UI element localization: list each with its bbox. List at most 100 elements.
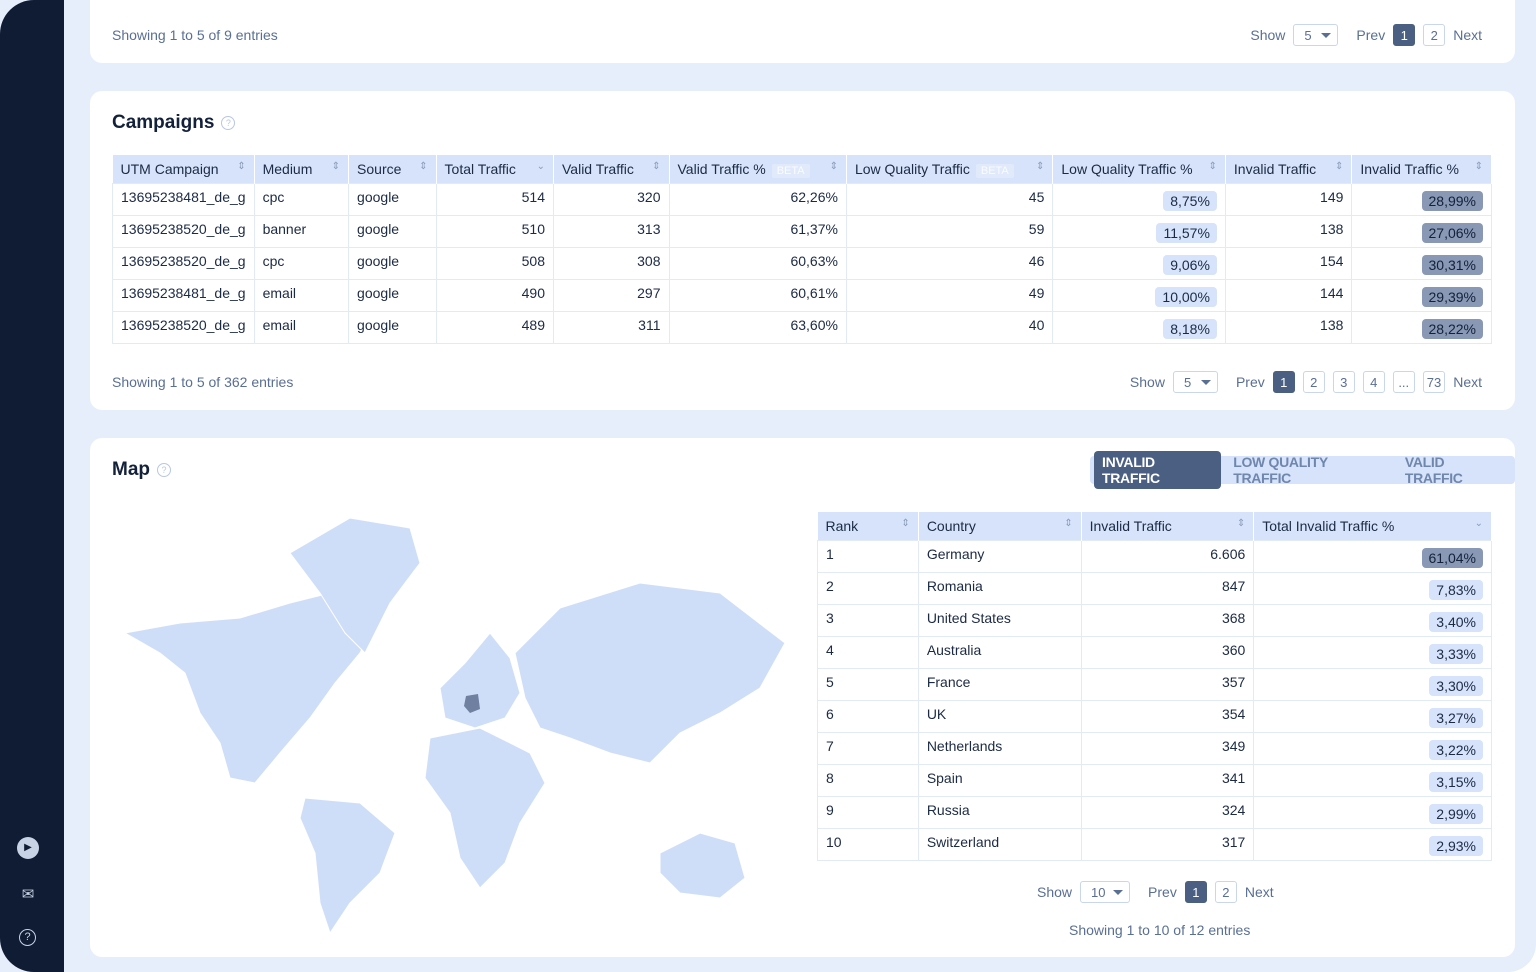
- sort-icon[interactable]: ⇕: [829, 160, 838, 172]
- column-header[interactable]: Low Quality Traffic % ⇕: [1052, 155, 1226, 183]
- column-header[interactable]: Rank ⇕: [817, 512, 919, 540]
- page-size-value: 5: [1304, 27, 1312, 43]
- cell-invalid-traffic: 6.606: [1080, 539, 1255, 573]
- cell-total-traffic: 490: [435, 278, 555, 312]
- cell-invalid-traffic: 27,06%: [1351, 214, 1492, 248]
- prev-button[interactable]: Prev: [1148, 884, 1177, 900]
- percent-badge: 3,33%: [1429, 643, 1483, 664]
- page-1[interactable]: 1: [1393, 24, 1416, 46]
- map-card: Map? INVALID TRAFFIC LOW QUALITY TRAFFIC…: [90, 438, 1515, 957]
- cell-utm-campaign: 13695238520_de_g: [112, 214, 255, 248]
- percent-badge: 3,15%: [1429, 771, 1483, 792]
- table-row[interactable]: 10 Switzerland 317 2,93%: [817, 827, 1492, 861]
- table-row[interactable]: 5 France 357 3,30%: [817, 667, 1492, 701]
- cell-total-invalid-percent: 3,33%: [1253, 635, 1492, 669]
- page-size-select[interactable]: 5: [1172, 371, 1218, 393]
- cell-invalid-traffic: 138: [1224, 214, 1353, 248]
- column-header[interactable]: Country ⇕: [918, 512, 1082, 540]
- sort-icon[interactable]: ⇕: [419, 160, 428, 172]
- tab-invalid-traffic[interactable]: INVALID TRAFFIC: [1094, 451, 1222, 489]
- sort-icon[interactable]: ⇕: [237, 160, 246, 172]
- sort-icon[interactable]: ⇕: [1064, 517, 1073, 529]
- table-row[interactable]: 8 Spain 341 3,15%: [817, 763, 1492, 797]
- page-1[interactable]: 1: [1184, 881, 1207, 903]
- table-row[interactable]: 13695238520_de_g cpc google 508 308 60,63% 46 9…: [112, 246, 1492, 280]
- table-row[interactable]: 13695238520_de_g email google 489 311 63,60% 4…: [112, 310, 1492, 344]
- column-header[interactable]: Medium ⇕: [254, 155, 350, 183]
- tab-valid-traffic[interactable]: VALID TRAFFIC: [1404, 454, 1463, 486]
- next-button[interactable]: Next: [1244, 884, 1274, 900]
- sort-icon[interactable]: ⇕: [331, 160, 341, 172]
- prev-button[interactable]: Prev: [1235, 374, 1265, 390]
- column-header[interactable]: Invalid Traffic % ⇕: [1351, 155, 1492, 183]
- column-header[interactable]: Valid Traffic ⇕: [553, 155, 670, 183]
- column-header[interactable]: Invalid Traffic ⇕: [1225, 155, 1353, 183]
- sort-icon[interactable]: ⇕: [1236, 517, 1246, 529]
- percent-badge: 28,22%: [1421, 318, 1483, 339]
- percent-badge: 3,30%: [1429, 675, 1483, 696]
- page-2[interactable]: 2: [1423, 24, 1446, 46]
- table-row[interactable]: 13695238520_de_g banner google 510 313 61,37%…: [112, 214, 1492, 248]
- column-header[interactable]: Valid Traffic % BETA ⇕: [669, 155, 847, 183]
- table-row[interactable]: 3 United States 368 3,40%: [817, 603, 1492, 637]
- sort-icon[interactable]: ⇕: [1335, 160, 1344, 172]
- column-header[interactable]: UTM Campaign ⇕: [112, 155, 255, 183]
- table-row[interactable]: 6 UK 354 3,27%: [817, 699, 1492, 733]
- play-icon[interactable]: ▶: [17, 837, 39, 859]
- sort-icon[interactable]: ⇕: [1035, 160, 1045, 172]
- tab-low-quality-traffic[interactable]: LOW QUALITY TRAFFIC: [1233, 454, 1328, 486]
- column-label: Invalid Traffic: [1233, 160, 1317, 177]
- page-size-select[interactable]: 5: [1293, 24, 1339, 46]
- sort-icon[interactable]: ⇕: [652, 160, 661, 172]
- sort-desc-icon[interactable]: ⌄: [1474, 517, 1483, 529]
- mail-icon[interactable]: ✉: [21, 886, 35, 903]
- next-button[interactable]: Next: [1453, 374, 1482, 390]
- table-row[interactable]: 2 Romania 847 7,83%: [817, 571, 1492, 605]
- sort-desc-icon[interactable]: ⌄: [536, 160, 545, 172]
- page-2[interactable]: 2: [1214, 881, 1237, 903]
- cell-valid-traffic: 297: [553, 278, 670, 312]
- column-header[interactable]: Low Quality Traffic BETA ⇕: [846, 155, 1054, 183]
- cell-total-traffic: 508: [435, 246, 555, 280]
- page-4[interactable]: 4: [1362, 371, 1385, 393]
- entries-info: Showing 1 to 10 of 12 entries: [1069, 922, 1251, 938]
- page-1[interactable]: 1: [1272, 371, 1295, 393]
- column-header[interactable]: Total Traffic ⌄: [436, 155, 555, 183]
- sort-icon[interactable]: ⇕: [1474, 160, 1483, 172]
- cell-rank: 3: [817, 603, 919, 637]
- column-header[interactable]: Total Invalid Traffic % ⌄: [1253, 512, 1492, 540]
- next-button[interactable]: Next: [1453, 27, 1482, 43]
- table-row[interactable]: 7 Netherlands 349 3,22%: [817, 731, 1492, 765]
- table-row[interactable]: 13695238481_de_g cpc google 514 320 62,26% 45 8…: [112, 182, 1492, 216]
- cell-medium: cpc: [253, 182, 350, 216]
- table-row[interactable]: 4 Australia 360 3,33%: [817, 635, 1492, 669]
- table-row[interactable]: 9 Russia 324 2,99%: [817, 795, 1492, 829]
- page-size-select[interactable]: 10: [1080, 881, 1131, 903]
- table-row[interactable]: 1 Germany 6.606 61,04%: [817, 539, 1492, 573]
- table-row[interactable]: 13695238481_de_g email google 490 297 60,61% 4…: [112, 278, 1492, 312]
- page-73[interactable]: 73: [1422, 371, 1446, 393]
- cell-rank: 8: [817, 763, 919, 797]
- column-header[interactable]: Source ⇕: [348, 155, 437, 183]
- help-icon[interactable]: ?: [19, 929, 36, 946]
- cell-source: google: [348, 246, 437, 280]
- help-icon[interactable]: ?: [221, 116, 236, 130]
- column-header[interactable]: Invalid Traffic ⇕: [1081, 512, 1255, 540]
- cell-rank: 2: [817, 571, 919, 605]
- prev-button[interactable]: Prev: [1356, 27, 1386, 43]
- sort-icon[interactable]: ⇕: [901, 517, 910, 529]
- cell-country: UK: [917, 699, 1082, 733]
- cell-valid-traffic: 320: [553, 182, 670, 216]
- help-icon[interactable]: ?: [157, 463, 171, 477]
- cell-country: Russia: [917, 795, 1082, 829]
- cell-total-traffic: 489: [435, 310, 555, 344]
- page-2[interactable]: 2: [1302, 371, 1325, 393]
- column-label: UTM Campaign: [120, 160, 219, 177]
- page-3[interactable]: 3: [1332, 371, 1355, 393]
- world-map[interactable]: [120, 513, 800, 933]
- column-label: Medium: [262, 160, 313, 177]
- column-label: Total Traffic: [444, 160, 516, 177]
- sort-icon[interactable]: ⇕: [1208, 160, 1217, 172]
- cell-invalid-traffic: 28,22%: [1351, 310, 1492, 344]
- sidebar: ▶ ✉ ?: [0, 0, 64, 972]
